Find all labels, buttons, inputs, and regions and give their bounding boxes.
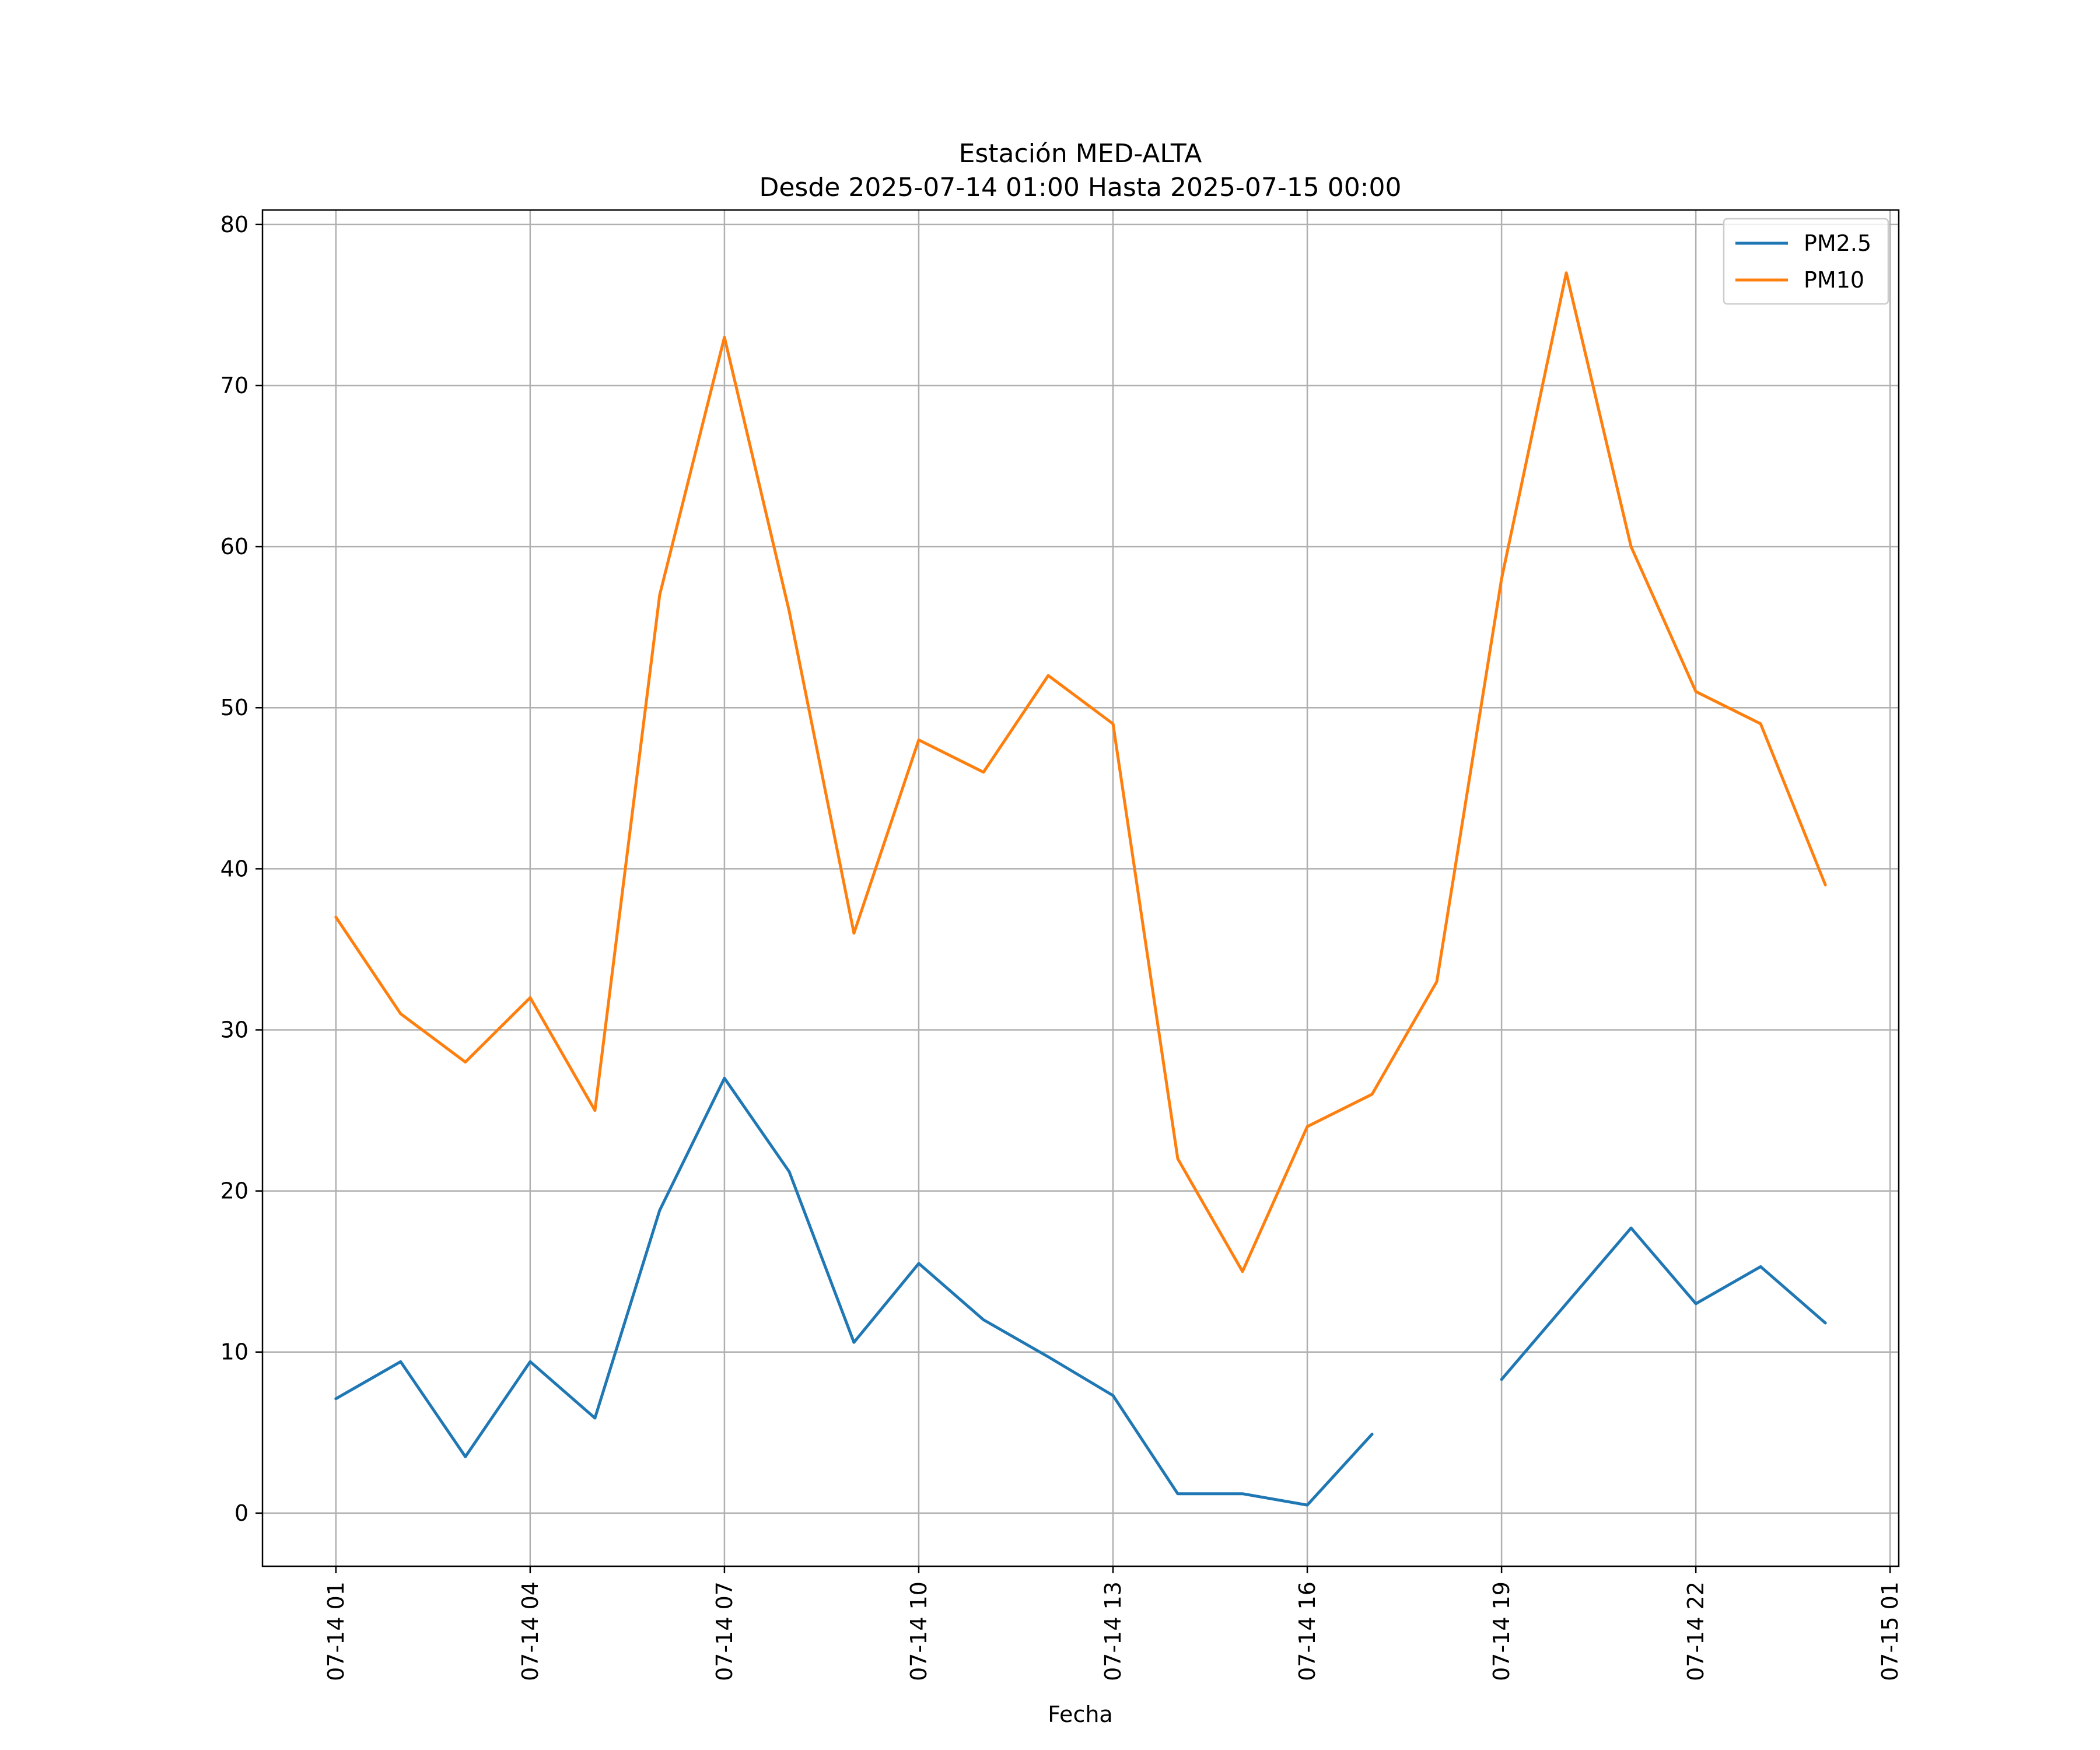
y-tick-label: 40 xyxy=(220,856,249,881)
x-tick-label: 07-14 13 xyxy=(1100,1581,1126,1681)
x-tick-label: 07-14 22 xyxy=(1683,1581,1709,1681)
legend: PM2.5 PM10 xyxy=(1723,218,1889,305)
x-tick-label: 07-14 19 xyxy=(1489,1581,1514,1681)
y-tick-label: 10 xyxy=(220,1339,249,1365)
series-line-pm25 xyxy=(334,1076,1827,1507)
x-tick-label: 07-14 01 xyxy=(323,1581,349,1681)
x-axis-label: Fecha xyxy=(1048,1702,1112,1727)
y-tick-label: 50 xyxy=(220,695,249,720)
x-tick-label: 07-15 01 xyxy=(1877,1581,1903,1681)
series-lines xyxy=(334,271,1827,1507)
legend-label-pm25: PM2.5 xyxy=(1804,230,1871,256)
y-tick-label: 70 xyxy=(220,373,249,398)
plot-frame xyxy=(261,209,1900,1567)
x-tick-label: 07-14 10 xyxy=(906,1581,932,1681)
x-tick-label: 07-14 07 xyxy=(712,1581,737,1681)
x-tick-label: 07-14 04 xyxy=(517,1581,543,1681)
series-line-pm10 xyxy=(334,271,1827,1273)
y-tick-label: 80 xyxy=(220,212,249,237)
grid xyxy=(262,210,1899,1566)
legend-box xyxy=(1723,218,1889,305)
y-tick-label: 60 xyxy=(220,534,249,559)
y-tick-label: 30 xyxy=(220,1017,249,1042)
y-tick-label: 0 xyxy=(235,1500,249,1526)
legend-label-pm10: PM10 xyxy=(1804,267,1864,293)
chart-title: Estación MED-ALTA xyxy=(959,139,1202,169)
x-tick-label: 07-14 16 xyxy=(1294,1581,1320,1681)
y-tick-label: 20 xyxy=(220,1178,249,1204)
axis-ticks: 0 10 20 30 40 50 60 70 80 07-14 01 07-14 04 07-14 0… xyxy=(220,212,1903,1681)
chart-subtitle: Desde 2025-07-14 01:00 Hasta 2025-07-15 … xyxy=(759,173,1401,202)
